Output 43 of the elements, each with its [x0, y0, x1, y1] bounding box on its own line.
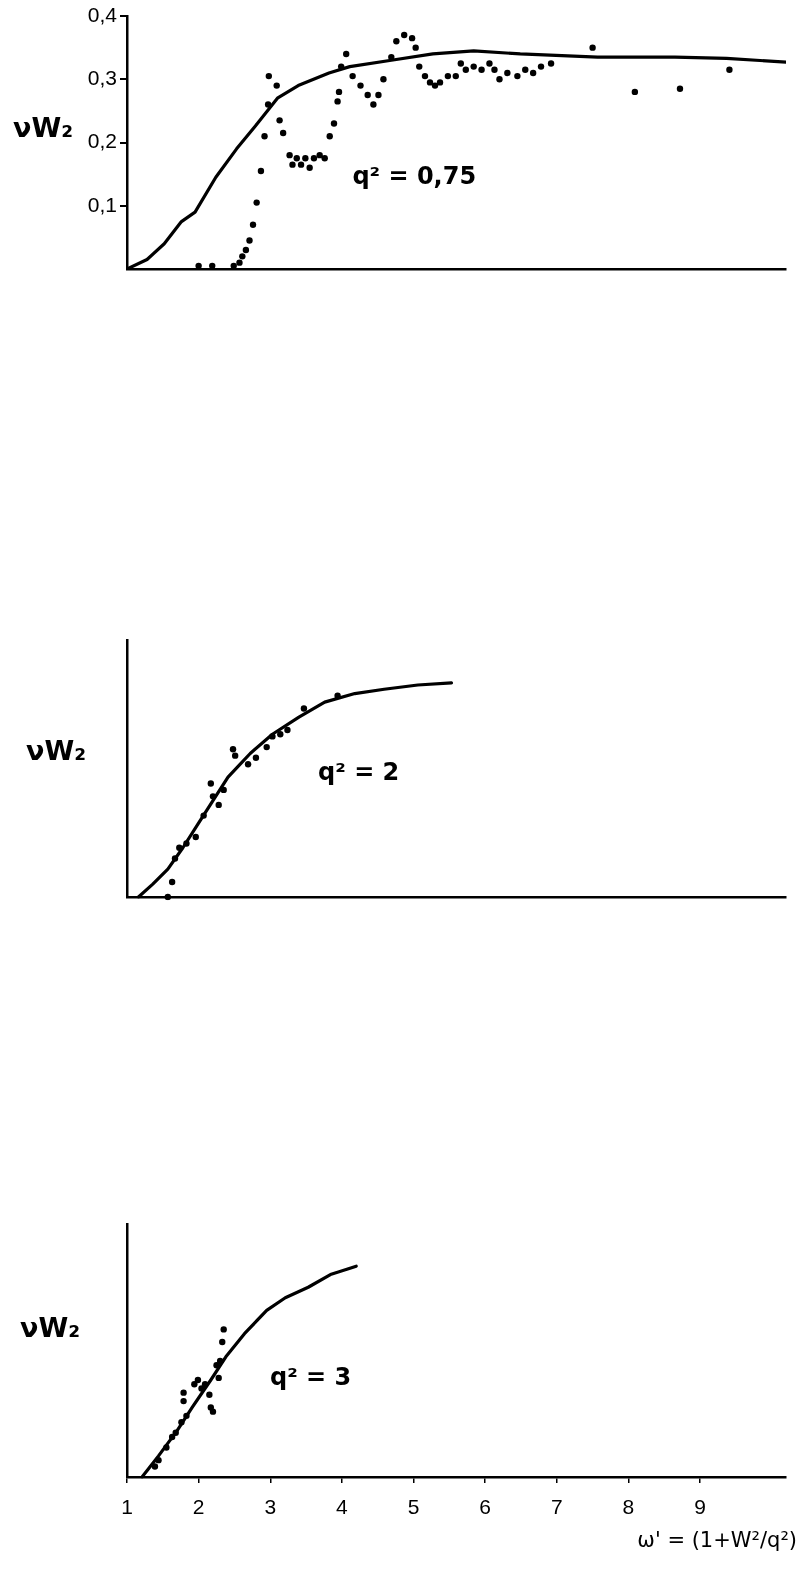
- y-axis-title: νW₂: [26, 735, 86, 767]
- point: [151, 1463, 159, 1470]
- annotation: q² = 2: [318, 757, 400, 786]
- y-tick-label: 0,3: [87, 66, 117, 90]
- x-axis-title: ω' = (1+W²/q²): [637, 1528, 797, 1552]
- y-tick-label: 0,1: [87, 192, 117, 216]
- y-axis-title: νW₂: [20, 1312, 80, 1344]
- x-tick-label: 9: [694, 1495, 706, 1519]
- y-tick-label: 0,2: [87, 129, 117, 153]
- y-axis-title: νW₂: [13, 111, 73, 143]
- point: [219, 1338, 226, 1346]
- annotation: q² = 3: [270, 1363, 352, 1392]
- point: [244, 761, 252, 768]
- annotation: q² = 0,75: [352, 162, 477, 191]
- point: [192, 833, 199, 841]
- point: [277, 731, 284, 738]
- point: [220, 1326, 227, 1333]
- point: [207, 780, 215, 787]
- point: [284, 726, 291, 734]
- point: [300, 705, 308, 712]
- point: [231, 752, 239, 759]
- point: [194, 1376, 202, 1384]
- x-tick-label: 4: [336, 1495, 349, 1519]
- x-tick-label: 2: [192, 1495, 205, 1519]
- point: [215, 1374, 222, 1382]
- point: [209, 1408, 217, 1415]
- x-tick-label: 7: [550, 1495, 563, 1519]
- y-tick-label: 0,4: [87, 2, 118, 26]
- point: [180, 1389, 187, 1396]
- point: [215, 801, 222, 809]
- x-tick-label: 3: [264, 1495, 277, 1519]
- point: [252, 754, 260, 761]
- point: [263, 743, 270, 751]
- x-tick-label: 8: [622, 1495, 635, 1519]
- x-tick-label: 6: [479, 1495, 491, 1519]
- point: [180, 1397, 187, 1405]
- x-tick-label: 5: [407, 1495, 420, 1519]
- x-tick-label: 1: [121, 1495, 133, 1519]
- point: [229, 746, 237, 753]
- point: [191, 1381, 198, 1388]
- point: [164, 893, 172, 901]
- point: [206, 1391, 213, 1398]
- point: [168, 878, 176, 886]
